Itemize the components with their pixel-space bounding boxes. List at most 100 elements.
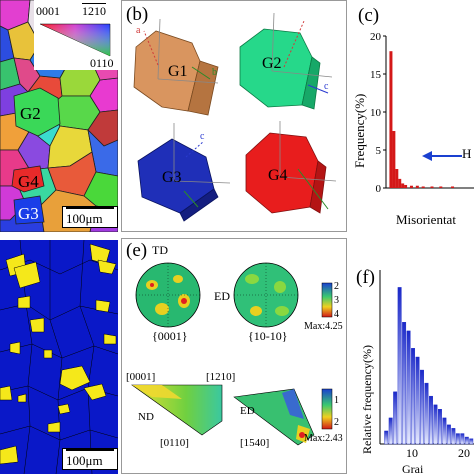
- ipf-scale-1: 1: [334, 395, 339, 406]
- pf-scale-4: 4: [334, 309, 339, 320]
- ipf-0110-label: [0110]: [160, 437, 189, 449]
- panel-d: 100μm: [0, 240, 118, 474]
- crystal-label-g2: G2: [262, 55, 282, 72]
- panel-e-label: (e): [124, 240, 150, 261]
- chart-f-bar: [442, 417, 447, 445]
- crystal-g4: [245, 121, 337, 214]
- panel-c-label: (c): [356, 5, 382, 26]
- chart-c-arrow-head: [422, 151, 432, 161]
- crystal-g3: [137, 123, 231, 222]
- pf-ed-label: ED: [214, 289, 230, 303]
- axis-c-g3: c: [200, 131, 205, 142]
- chart-c-ytick-label: 20: [370, 31, 382, 43]
- chart-c-bar: [430, 186, 434, 188]
- panel-b: (b): [121, 0, 347, 232]
- scale-bar-a: 100μm: [62, 206, 118, 228]
- grain-label-g3: G3: [18, 204, 39, 223]
- chart-f-tick-10: 10: [406, 446, 418, 460]
- panel-b-label: (b): [124, 4, 151, 25]
- ipf-nd-label: ND: [138, 411, 154, 423]
- chart-f-xlabel: Grai: [402, 462, 424, 474]
- chart-f-bar: [415, 356, 420, 445]
- legend-0110-label: 0110: [90, 56, 114, 70]
- scale-bar-d: 100μm: [62, 448, 118, 470]
- chart-f-bar: [411, 348, 416, 445]
- chart-f-bar: [424, 382, 429, 445]
- chart-c-bar: [451, 186, 455, 188]
- scale-bar-a-label: 100μm: [66, 211, 103, 226]
- chart-f-ylabel: Relative frequency(%): [360, 345, 374, 454]
- chart-c-ytick-label: 10: [370, 107, 382, 119]
- panel-e: (e): [121, 238, 347, 474]
- chart-f-bar: [393, 391, 398, 445]
- chart-f-bar: [429, 395, 433, 445]
- chart-c-bar: [392, 131, 396, 188]
- chart-f-bar: [433, 404, 438, 445]
- crystal-label-g4: G4: [268, 167, 288, 184]
- pf-scale-2: 2: [334, 281, 339, 292]
- chart-f-bar: [397, 287, 402, 445]
- chart-f-bar: [460, 433, 465, 445]
- chart-c-bar: [401, 183, 405, 188]
- chart-c-bar: [409, 185, 413, 188]
- crystal-g2: [239, 12, 333, 110]
- chart-f-bar: [406, 330, 411, 445]
- chart-f-bar: [446, 424, 451, 445]
- chart-f-bar: [384, 430, 389, 445]
- panel-a: 0001 1210 0110 G2 G4 G3 100μm: [0, 0, 118, 232]
- ipf-color-legend: 0001 1210 0110: [34, 0, 118, 70]
- chart-f-tick-20: 20: [458, 446, 470, 460]
- grain-size-chart: [379, 270, 474, 445]
- chart-f-bar: [402, 321, 407, 445]
- chart-c-ylabel: Frequency(%): [352, 93, 367, 168]
- chart-c-ytick-label: 0: [376, 183, 382, 195]
- panel-c: (c) 0 5 10 15 20 Frequency(%) Misorientat H: [350, 0, 474, 232]
- chart-f-bar: [420, 369, 424, 445]
- crystal-label-g1: G1: [168, 63, 188, 80]
- chart-f-bar: [455, 433, 460, 445]
- panel-f: (f) Relative frequency(%) Grai 10 20: [350, 240, 474, 474]
- chart-c-ytick-label: 15: [370, 69, 382, 81]
- ipf-max-label: Max:2.43: [304, 433, 343, 444]
- misorientation-chart: 0 5 10 15 20: [370, 31, 474, 195]
- chart-f-bar: [464, 436, 469, 445]
- panel-f-label: (f): [354, 267, 377, 288]
- chart-f-bar: [451, 428, 456, 445]
- chart-c-bar: [421, 186, 425, 188]
- legend-1210-label: 1210: [82, 4, 106, 18]
- chart-c-arrow-text: H: [462, 146, 472, 161]
- scale-bar-d-label: 100μm: [66, 453, 103, 468]
- grain-label-g4: G4: [18, 172, 39, 191]
- axis-b-g1: b: [212, 67, 217, 78]
- chart-c-bar: [398, 178, 402, 188]
- pole-figures: [131, 262, 333, 446]
- chart-c-bar: [389, 51, 393, 189]
- chart-f-bar: [469, 438, 474, 445]
- pf-scale-3: 3: [334, 295, 339, 306]
- pf-td-label: TD: [152, 243, 168, 257]
- chart-f-bar: [437, 408, 442, 445]
- axis-c-g2: c: [324, 81, 329, 92]
- pf-0001-label: {0001}: [152, 329, 188, 343]
- crystal-label-g3: G3: [162, 169, 182, 186]
- chart-c-bar: [439, 186, 443, 188]
- legend-0001-label: 0001: [36, 4, 60, 18]
- ipf-ed-label: ED: [240, 405, 255, 417]
- crystal-cubes: [133, 12, 337, 222]
- crystal-g1: [133, 18, 219, 116]
- grain-label-g2: G2: [20, 104, 41, 123]
- chart-c-bar: [395, 169, 399, 188]
- ipf-0001-label: [0001]: [126, 371, 156, 383]
- ipf-scale-2: 2: [334, 417, 339, 428]
- pf-1010-label: {10-10}: [248, 329, 288, 343]
- chart-f-bar: [388, 417, 393, 445]
- ipf-triangle-nd: [131, 384, 223, 436]
- grain-map-binary: [0, 240, 118, 474]
- ipf-1540-label: [1540]: [240, 437, 270, 449]
- chart-c-bar: [404, 184, 408, 188]
- axis-a-g1: a: [136, 25, 141, 36]
- chart-c-bar: [415, 185, 419, 188]
- pf-max-label: Max:4.25: [304, 321, 343, 332]
- chart-c-ytick-label: 5: [376, 145, 382, 157]
- ipf-1210-label: [1210]: [206, 371, 236, 383]
